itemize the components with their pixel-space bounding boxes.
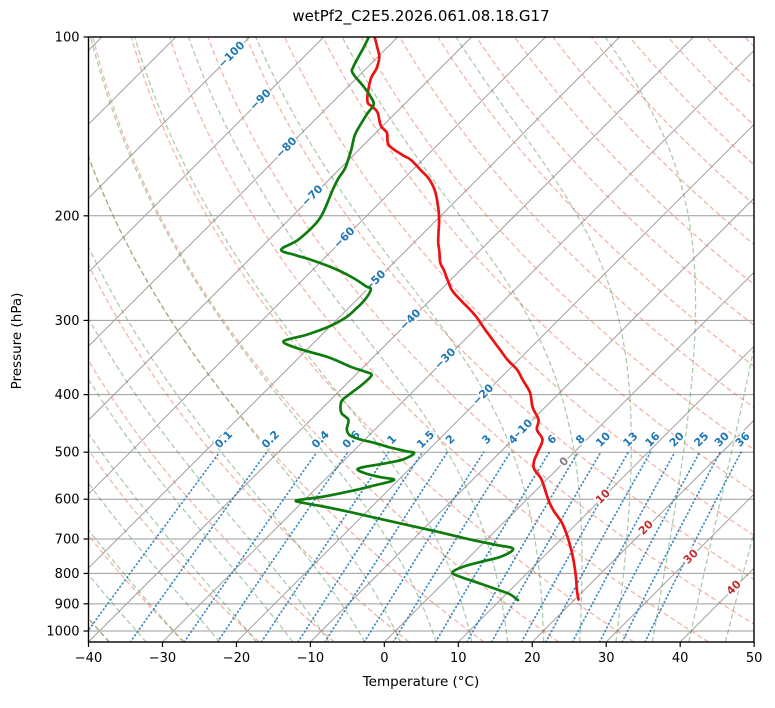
svg-text:400: 400 [55,388,80,403]
svg-text:40: 40 [672,651,689,666]
svg-text:−20: −20 [223,651,250,666]
svg-text:800: 800 [55,567,80,582]
svg-text:200: 200 [55,209,80,224]
svg-text:−30: −30 [149,651,176,666]
svg-text:600: 600 [55,493,80,508]
svg-text:700: 700 [55,532,80,547]
svg-text:300: 300 [55,314,80,329]
svg-text:30: 30 [598,651,615,666]
svg-text:−10: −10 [297,651,324,666]
mixing-ratio-lines [88,451,742,642]
x-tick-labels: −40 −30 −20 −10 0 10 20 30 40 50 [75,651,763,666]
svg-text:500: 500 [55,446,80,461]
svg-text:1000: 1000 [46,625,79,640]
plot-frame [87,36,755,643]
svg-text:−40: −40 [75,651,102,666]
svg-text:20: 20 [524,651,541,666]
y-tick-labels: 100 200 300 400 500 600 700 800 900 1000 [46,31,79,640]
temperature-profile-line [365,37,580,601]
svg-text:50: 50 [746,651,763,666]
chart-title: wetPf2_C2E5.2026.061.08.18.G17 [292,7,550,25]
svg-text:0: 0 [380,651,388,666]
svg-text:10: 10 [450,651,467,666]
svg-text:900: 900 [55,597,80,612]
dewpoint-profile-line [279,37,520,602]
axis-ticks [83,36,755,647]
svg-text:100: 100 [55,31,80,46]
x-axis-label: Temperature (°C) [362,674,480,690]
pressure-gridlines [88,37,754,632]
y-axis-label: Pressure (hPa) [9,292,25,390]
